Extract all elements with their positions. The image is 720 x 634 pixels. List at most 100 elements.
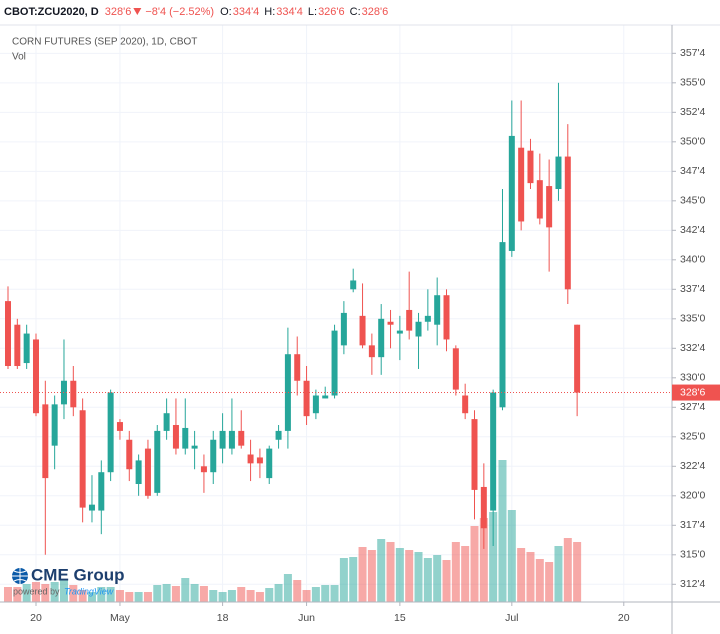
candle-body	[182, 427, 189, 449]
candle-body	[98, 472, 105, 511]
candle-body	[126, 439, 133, 470]
x-tick-label: 20	[30, 612, 42, 624]
candle-body	[396, 330, 403, 334]
volume-bar	[358, 547, 367, 602]
header: CBOT:ZCU2020, D 328'6 −8'4 (−2.52%) O: 334'4…	[4, 6, 388, 18]
last-price-label: 328'6	[680, 386, 706, 398]
candle-body	[154, 430, 161, 493]
axes: 312'4 315'0 317'4 320'0 322'4 325'0 327'4 330'0…	[0, 24, 720, 634]
candle-body	[415, 321, 422, 337]
volume-bar	[181, 578, 190, 602]
volume-bar	[498, 460, 507, 602]
y-tick-label: 317'4	[680, 519, 706, 531]
volume-bar	[41, 584, 50, 602]
volume-bar	[526, 552, 535, 602]
volume-bar	[87, 592, 96, 602]
candle-body	[546, 186, 553, 228]
volume-bar	[367, 550, 376, 602]
candle-body	[5, 301, 11, 367]
x-tick-label: Jul	[505, 612, 518, 624]
volume-bar	[199, 586, 208, 602]
volume-bar	[470, 526, 479, 602]
y-tick-label: 332'4	[680, 342, 706, 354]
x-tick-label: Jun	[298, 612, 315, 624]
y-tick-label: 330'0	[680, 372, 706, 384]
volume-bar	[554, 546, 563, 602]
volume-bar	[237, 587, 246, 602]
down-arrow-icon	[133, 8, 142, 15]
volume-bar	[69, 585, 78, 602]
volume-bar	[330, 585, 339, 602]
candle-body	[266, 448, 273, 479]
volume-bar	[13, 587, 22, 602]
candle-body	[322, 395, 329, 399]
volume-bar	[489, 512, 498, 602]
volume-bar	[97, 587, 106, 602]
candle-body	[135, 460, 142, 485]
candle-body	[79, 410, 86, 508]
candle-body	[303, 380, 310, 417]
logo-text: CME Group	[31, 565, 125, 584]
candle-body	[536, 180, 543, 219]
y-tick-label: 342'4	[680, 224, 706, 236]
y-tick-label: 325'0	[680, 431, 706, 443]
volume-bar	[377, 539, 386, 602]
volume-pane	[4, 460, 582, 602]
header-text: 334'4	[233, 6, 260, 18]
volume-bar	[125, 592, 134, 602]
volume-bar	[563, 538, 572, 602]
platform-name: TradingView	[64, 586, 114, 596]
header-text: C:	[350, 6, 361, 18]
volume-bar	[321, 585, 330, 602]
volume-bar	[451, 542, 460, 602]
volume-bar	[4, 587, 12, 602]
x-tick-label: May	[110, 612, 131, 624]
candle-body	[210, 439, 217, 473]
y-tick-label: 350'0	[680, 136, 706, 148]
candle-body	[564, 156, 571, 290]
candle-body	[480, 486, 487, 529]
volume-bar	[162, 584, 171, 602]
last-price-tag	[672, 384, 720, 401]
volume-bar	[405, 550, 414, 602]
candle-body	[70, 380, 77, 408]
volume-bar	[573, 542, 582, 602]
volume-bar	[433, 555, 442, 602]
y-tick-label: 327'4	[680, 401, 706, 413]
candle-body	[331, 330, 338, 396]
candle-body	[406, 309, 413, 331]
candle-body	[23, 333, 30, 364]
y-tick-label: 340'0	[680, 254, 706, 266]
y-tick-label: 337'4	[680, 283, 706, 295]
candle-body	[238, 430, 245, 446]
volume-bar	[106, 587, 115, 602]
volume-bar	[283, 574, 292, 602]
candle-body	[116, 422, 123, 431]
volume-bar	[153, 585, 162, 602]
volume-bar	[349, 557, 358, 602]
y-tick-label: 320'0	[680, 490, 706, 502]
candles	[5, 82, 581, 555]
volume-bar	[59, 580, 68, 602]
volume-bar	[31, 582, 40, 602]
volume-bar	[227, 590, 236, 602]
candle-body	[499, 242, 506, 408]
header-text: 328'6	[362, 6, 389, 18]
logo-globe-lines	[12, 568, 28, 584]
y-tick-label: 312'4	[680, 578, 706, 590]
header-text: CBOT:ZCU2020, D	[4, 6, 99, 18]
y-tick-label: 347'4	[680, 165, 706, 177]
candle-body	[219, 430, 226, 449]
candle-body	[471, 419, 478, 490]
header-text: H:	[264, 6, 275, 18]
candle-body	[527, 150, 534, 184]
candle-body	[32, 339, 39, 414]
candle-body	[51, 404, 58, 446]
candle-body	[191, 445, 198, 449]
y-tick-label: 352'4	[680, 106, 706, 118]
y-tick-label: 345'0	[680, 195, 706, 207]
volume-bar	[442, 560, 451, 602]
volume-bar	[517, 548, 526, 602]
candle-body	[340, 312, 347, 346]
